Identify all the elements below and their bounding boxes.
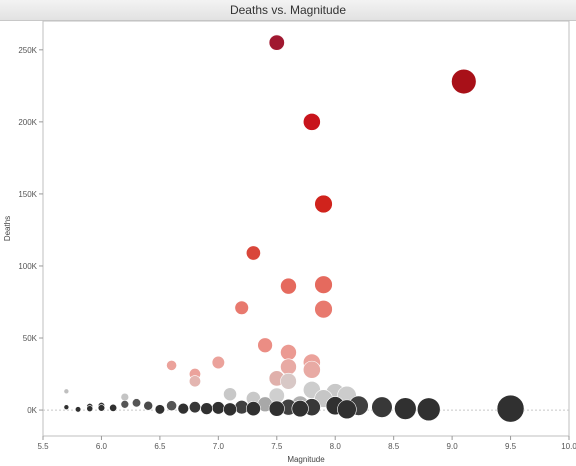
data-point[interactable] (451, 68, 477, 95)
x-tick-label: 6.0 (96, 442, 108, 451)
data-point[interactable] (314, 194, 333, 214)
x-tick-label: 8.0 (330, 442, 342, 451)
data-point[interactable] (109, 403, 118, 412)
y-axis-title: Deaths (3, 216, 12, 241)
x-tick-label: 7.5 (271, 442, 283, 451)
plot-frame (42, 20, 570, 437)
data-point[interactable] (211, 401, 225, 415)
data-point[interactable] (394, 397, 417, 420)
data-point[interactable] (74, 406, 82, 413)
data-point[interactable] (245, 245, 261, 261)
y-tick-label: 250K (18, 46, 37, 55)
data-point[interactable] (496, 394, 525, 423)
data-point[interactable] (154, 404, 166, 415)
data-point[interactable] (280, 372, 297, 390)
x-tick-label: 9.0 (447, 442, 459, 451)
data-point[interactable] (200, 402, 213, 415)
x-tick-label: 7.0 (213, 442, 225, 451)
x-tick-label: 9.5 (505, 442, 517, 451)
data-point[interactable] (257, 337, 273, 353)
data-point[interactable] (416, 397, 441, 422)
data-point[interactable] (143, 400, 154, 411)
data-point[interactable] (120, 392, 130, 402)
x-axis-ticks: 5.5 6.0 6.5 7.0 7.5 8.0 8.5 9.0 9.5 10.0 (37, 436, 576, 451)
data-point[interactable] (188, 375, 201, 388)
x-tick-label: 5.5 (37, 442, 49, 451)
x-tick-label: 10.0 (561, 442, 576, 451)
data-point[interactable] (86, 405, 94, 413)
chart-title: Deaths vs. Magnitude (229, 3, 347, 17)
x-tick-label: 6.5 (154, 442, 166, 451)
data-point[interactable] (120, 400, 130, 409)
data-point[interactable] (280, 344, 297, 361)
data-point[interactable] (337, 399, 357, 420)
data-point[interactable] (268, 34, 285, 51)
data-points (63, 34, 525, 423)
y-tick-label: 0K (27, 406, 37, 415)
y-tick-label: 150K (18, 190, 37, 199)
y-axis-ticks: 0K 50K 100K 150K 200K 250K (18, 46, 43, 415)
data-point[interactable] (223, 402, 237, 417)
plot-border (42, 20, 570, 437)
data-point[interactable] (223, 387, 237, 402)
data-point[interactable] (166, 359, 177, 371)
data-point[interactable] (131, 398, 142, 408)
data-point[interactable] (314, 275, 333, 294)
x-axis-title: Magnitude (287, 455, 325, 464)
data-point[interactable] (188, 401, 201, 414)
data-point[interactable] (302, 360, 321, 379)
data-point[interactable] (177, 402, 189, 415)
y-tick-label: 100K (18, 262, 37, 271)
data-point[interactable] (280, 358, 297, 376)
data-point[interactable] (97, 404, 106, 412)
data-point[interactable] (63, 404, 70, 410)
data-point[interactable] (211, 355, 225, 370)
y-tick-label: 50K (23, 334, 38, 343)
x-tick-label: 8.5 (388, 442, 400, 451)
data-point[interactable] (371, 396, 393, 418)
data-point[interactable] (245, 401, 261, 417)
y-tick-label: 200K (18, 118, 37, 127)
data-point[interactable] (234, 300, 249, 315)
data-point[interactable] (166, 400, 177, 412)
data-point[interactable] (280, 277, 297, 295)
data-point[interactable] (291, 400, 309, 418)
data-point[interactable] (314, 300, 333, 319)
data-point[interactable] (63, 388, 70, 395)
data-point[interactable] (302, 112, 321, 131)
data-point[interactable] (268, 400, 285, 417)
